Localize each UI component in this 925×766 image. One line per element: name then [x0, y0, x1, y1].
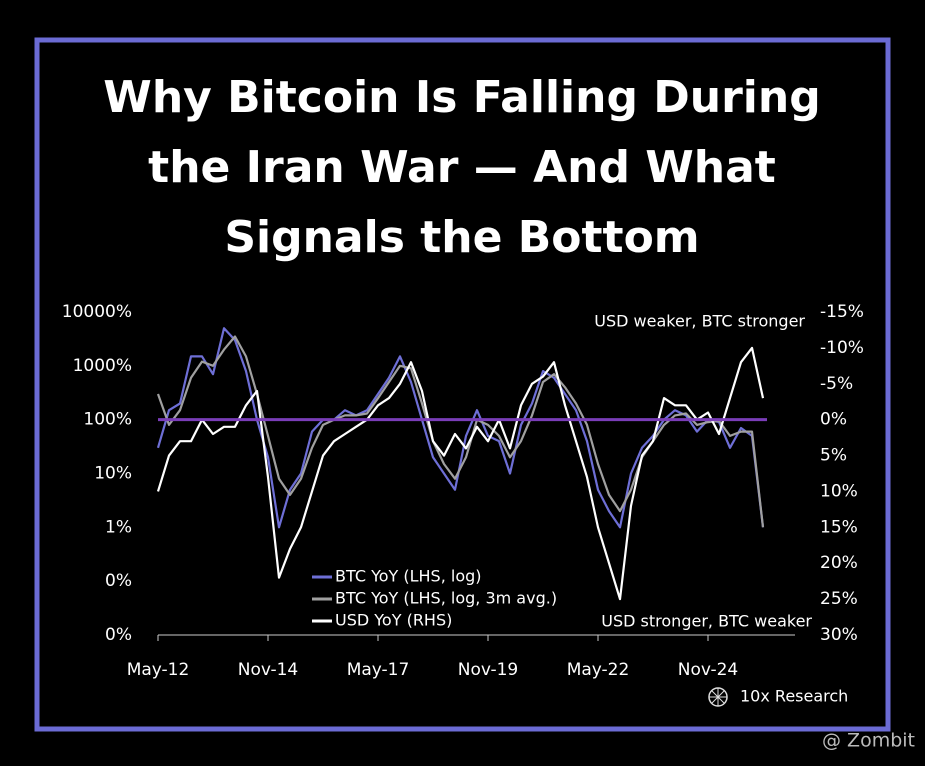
x-tick-label: Nov-14 [238, 660, 299, 680]
y2-tick-label: 25% [820, 589, 858, 609]
y2-tick-label: 10% [820, 481, 858, 501]
y2-tick-label: 15% [820, 517, 858, 537]
chart-title: Signals the Bottom [224, 212, 699, 263]
series-line [156, 335, 765, 528]
y2-tick-label: -15% [820, 302, 864, 322]
annotation: USD stronger, BTC weaker [601, 612, 812, 631]
frame [34, 37, 891, 732]
y2-tick-label: 5% [820, 446, 847, 466]
series-line [156, 346, 765, 601]
watermark: @ Zombit [822, 730, 915, 752]
chart-title: Why Bitcoin Is Falling During [103, 72, 820, 123]
y-tick-label: 1000% [73, 356, 132, 376]
x-tick-label: May-22 [567, 660, 630, 680]
annotation: USD weaker, BTC stronger [594, 312, 805, 331]
x-tick-label: May-12 [127, 660, 190, 680]
y-tick-label: 0% [105, 625, 132, 645]
y-tick-label: 10000% [62, 302, 132, 322]
y2-tick-label: 20% [820, 553, 858, 573]
legend-label: USD YoY (RHS) [335, 611, 452, 630]
series-line [156, 327, 765, 529]
y2-tick-label: -10% [820, 338, 864, 358]
y-tick-label: 10% [94, 464, 132, 484]
y-tick-label: 0% [105, 571, 132, 591]
source-logo [708, 687, 728, 707]
x-tick-label: May-17 [347, 660, 410, 680]
y2-tick-label: 0% [820, 410, 847, 430]
source: 10x Research [740, 687, 848, 706]
legend-label: BTC YoY (LHS, log) [335, 567, 482, 586]
legend-label: BTC YoY (LHS, log, 3m avg.) [335, 589, 557, 608]
y-tick-label: 100% [83, 410, 132, 430]
y2-tick-label: -5% [820, 374, 853, 394]
y2-tick-label: 30% [820, 625, 858, 645]
x-tick-label: Nov-24 [678, 660, 739, 680]
chart-title: the Iran War — And What [148, 142, 776, 193]
x-tick-label: Nov-19 [458, 660, 519, 680]
y-tick-label: 1% [105, 517, 132, 537]
